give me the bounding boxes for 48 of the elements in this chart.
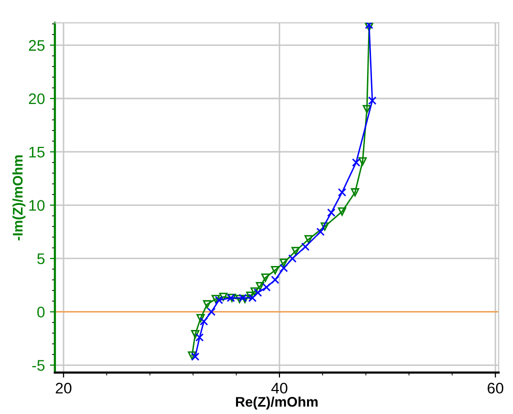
point — [191, 330, 200, 338]
point — [246, 292, 254, 300]
point — [235, 294, 244, 304]
y-tick-label: 20 — [28, 93, 45, 104]
point — [212, 294, 220, 304]
point — [304, 235, 313, 244]
x-axis-title: Re(Z)/mOhm — [236, 396, 318, 410]
point — [200, 317, 208, 326]
point — [191, 352, 200, 361]
point — [280, 258, 288, 267]
point — [350, 188, 360, 197]
point — [270, 276, 280, 284]
point — [288, 254, 297, 263]
y-tick-label: 25 — [28, 40, 45, 51]
point — [270, 266, 280, 274]
x-tick-label: 20 — [56, 382, 72, 394]
y-axis-title: -Im(Z)/mOhm — [12, 155, 26, 240]
point — [316, 228, 325, 236]
point — [262, 283, 271, 292]
y-tick-label: 0 — [37, 306, 45, 318]
point — [219, 292, 228, 302]
point — [338, 207, 346, 216]
point — [301, 242, 310, 251]
point — [254, 288, 262, 297]
point — [280, 264, 288, 272]
x-tick-label: 40 — [271, 382, 288, 394]
point — [261, 274, 270, 282]
point — [214, 296, 224, 304]
y-tick-label: 15 — [29, 146, 45, 158]
point — [320, 222, 329, 231]
point — [291, 246, 300, 256]
y-tick-label: 10 — [29, 200, 45, 211]
point — [207, 308, 216, 316]
point — [368, 96, 376, 105]
point — [195, 333, 204, 342]
point — [196, 314, 205, 322]
point — [202, 300, 212, 309]
point — [188, 351, 196, 360]
point — [256, 282, 264, 290]
point — [250, 287, 259, 296]
y-tick-label: 5 — [37, 254, 45, 264]
point — [327, 208, 336, 217]
point — [352, 158, 360, 167]
x-tick-label: 60 — [488, 382, 504, 394]
point — [362, 104, 372, 114]
point — [358, 157, 367, 166]
y-tick-label: -5 — [32, 360, 45, 371]
point — [338, 188, 346, 197]
